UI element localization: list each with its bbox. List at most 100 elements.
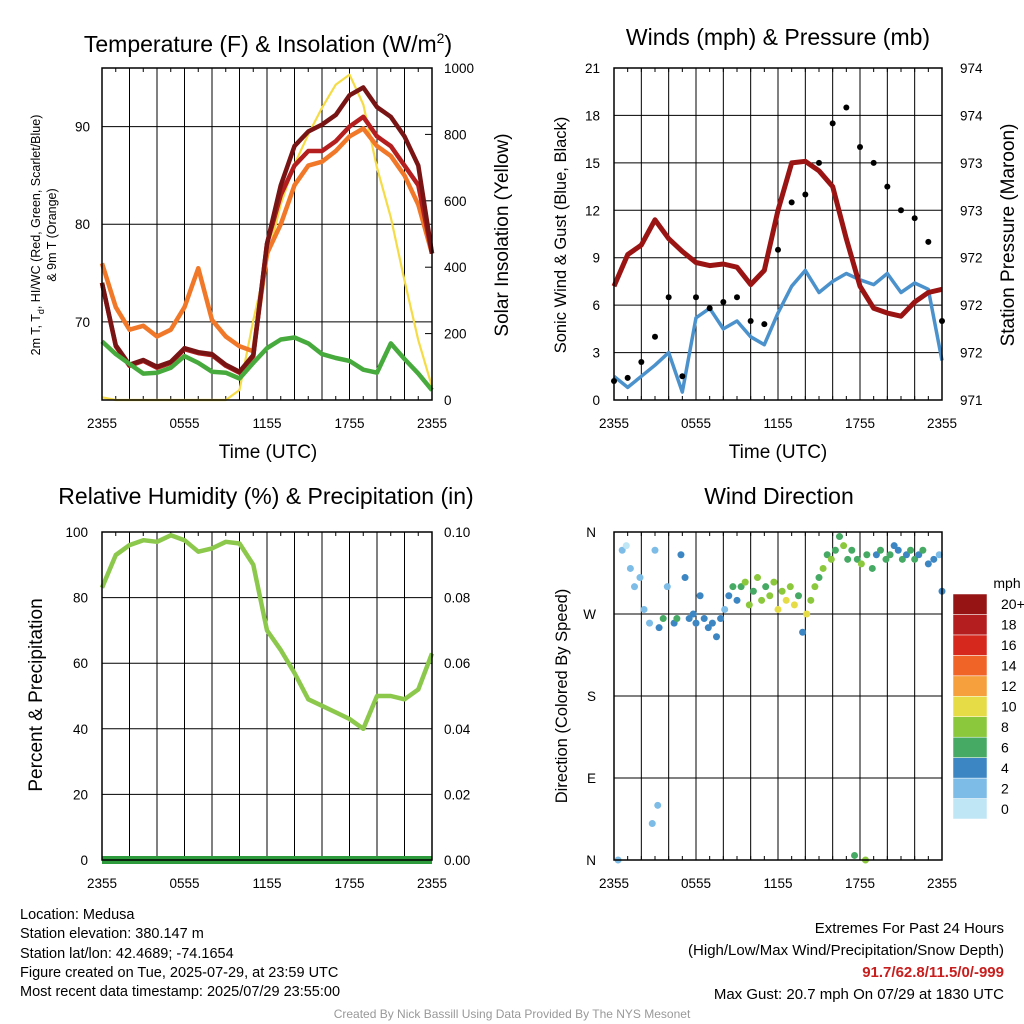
y-tick-label: 70 [75,315,90,330]
direction-point [770,578,778,586]
plot-border [613,67,943,401]
x-tick-label: 0555 [681,876,711,891]
x-tick-label: 1755 [334,416,364,431]
created-text: Figure created on Tue, 2025-07-29, at 23… [20,964,339,981]
direction-point [790,601,798,609]
y2-tick-label: 972 [960,346,983,361]
direction-point [692,619,700,627]
direction-point [626,564,634,572]
direction-point [766,592,774,600]
gust-point [665,294,672,301]
y2-tick-label: 974 [960,108,983,123]
y-tick-label: 6 [592,298,600,313]
x-tick-label: 1755 [845,416,875,431]
direction-point [717,615,725,623]
y2-tick-label: 0.06 [444,656,470,671]
extremes-title: Extremes For Past 24 Hours [814,920,1004,937]
legend-swatch [952,696,988,717]
y-tick-label: S [587,689,596,704]
legend-label: 12 [1001,678,1017,694]
y2-tick-label: 973 [960,156,983,171]
direction-point [758,596,766,604]
recent-text: Most recent data timestamp: 2025/07/29 2… [20,984,341,1001]
legend-label: 8 [1001,719,1009,735]
direction-point [853,555,861,563]
legend-label: 14 [1001,658,1017,674]
series-line-sonic-wind [612,268,944,394]
series-line-hi-wc [99,85,435,374]
direction-point [696,592,704,600]
y2-tick-label: 1000 [444,61,474,76]
direction-point [749,587,757,595]
direction-point [924,560,932,568]
legend-label: 2 [1001,780,1009,796]
direction-point [902,551,910,559]
station-info: Location: Medusa Station elevation: 380.… [20,906,340,1002]
elevation-text: Station elevation: 380.147 m [20,926,204,943]
gust-point [857,144,863,151]
gust-point [843,104,850,111]
legend-label: 16 [1001,637,1017,653]
x-tick-label: 2355 [417,876,447,891]
direction-point [689,610,697,618]
direction-point [857,560,865,568]
legend-label: 20+ [1001,596,1024,612]
wind-ylabel-right: Station Pressure (Maroon) [998,124,1019,347]
y2-tick-label: 971 [960,393,983,408]
wind-direction-chart: Wind Direction Direction (Colored By Spe… [553,483,1024,891]
direction-point [919,546,927,554]
x-tick-label: 2355 [927,876,957,891]
y-tick-label: 9 [592,251,600,266]
temp-ylabel-left-line2: & 9m T (Orange) [45,188,59,281]
direction-point [848,546,856,554]
rh-chart-title: Relative Humidity (%) & Precipitation (i… [58,483,473,509]
direction-point [807,596,815,604]
direction-point [778,587,786,595]
gust-point [788,199,795,206]
direction-point [799,628,807,636]
direction-point [803,610,811,618]
y2-tick-label: 973 [960,203,983,218]
plot-border [101,531,433,861]
direction-point [831,546,839,554]
x-tick-label: 0555 [681,416,711,431]
latlon-text: Station lat/lon: 42.4689; -74.1654 [20,945,234,962]
legend-label: 0 [1001,801,1009,817]
temp-ylabel-left-line1: 2m T, Td, HI/WC (Red, Green, Scarlet/Blu… [29,115,46,356]
y-tick-label: 21 [585,61,600,76]
y-tick-label: N [586,853,596,868]
y-tick-label: 0 [592,393,600,408]
gust-point [706,305,713,312]
temp-ylabel-right: Solar Insolation (Yellow) [492,133,513,336]
y2-tick-label: 0.02 [444,787,470,802]
direction-point [782,596,790,604]
x-tick-label: 1755 [845,876,875,891]
y2-tick-label: 0 [444,393,452,408]
y-tick-label: 3 [592,346,600,361]
x-tick-label: 2355 [599,416,629,431]
y-tick-label: 18 [585,108,600,123]
direction-point [811,583,819,591]
temp-chart-title: Temperature (F) & Insolation (W/m2) [84,30,452,57]
direction-point [681,574,689,582]
direction-point [651,546,659,554]
gust-point [911,215,918,222]
y-tick-label: 40 [73,722,88,737]
series-line-station-pressure [611,158,943,319]
direction-point [935,551,943,559]
gust-point [624,374,631,381]
direction-point [708,619,716,627]
legend-label: 10 [1001,699,1017,715]
temperature-chart: Temperature (F) & Insolation (W/m2) 2m T… [29,30,513,463]
y2-tick-label: 800 [444,127,467,142]
y-tick-label: W [583,607,596,622]
y2-tick-label: 972 [960,251,983,266]
direction-point [915,551,923,559]
legend-swatch [952,634,988,656]
y-tick-label: 60 [73,656,88,671]
legend-swatch [952,593,988,615]
direction-point [721,605,729,613]
direction-point [851,851,859,859]
direction-point [930,555,938,563]
legend-swatch [952,757,988,779]
